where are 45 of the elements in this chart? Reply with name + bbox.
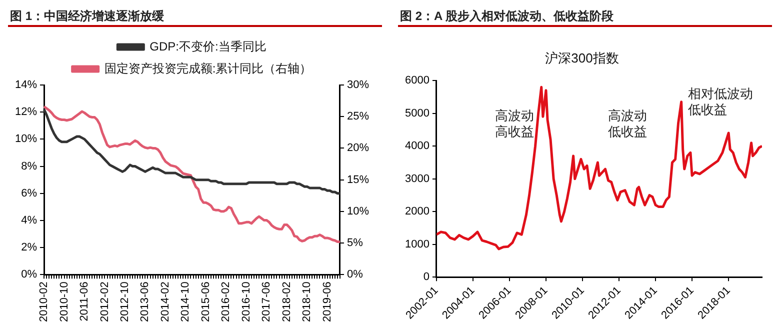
legend-label: GDP:不变价:当季同比 (150, 39, 266, 54)
annotation: 高波动低收益 (608, 108, 648, 140)
y-tick-label: 6000 (404, 74, 430, 87)
annotation: 高波动高收益 (495, 108, 535, 140)
chart-title: 图 1：中国经济增速逐渐放缓 (8, 0, 382, 27)
y2-tick-label: 0% (346, 268, 364, 281)
y-tick-label: 0% (21, 268, 38, 281)
x-tick-label: 2012-10 (118, 282, 131, 322)
y-tick-label: 12% (14, 106, 38, 118)
x-tick-label: 2014-10 (180, 282, 192, 322)
y-tick-label: 4% (21, 214, 38, 226)
y-tick-label: 2% (21, 242, 38, 254)
annotation: 相对低波动低收益 (688, 86, 754, 118)
x-tick-label: 2010-10 (58, 282, 70, 322)
x-tick-label: 2010-02 (38, 282, 50, 322)
y-tick-label: 5000 (404, 107, 430, 120)
y-tick-label: 10% (14, 133, 38, 146)
y-tick-label: 0 (423, 271, 430, 284)
x-tick-label: 2012-02 (98, 282, 111, 322)
x-tick-label: 2015-06 (200, 282, 212, 322)
chart-subtitle: 沪深300指数 (545, 50, 619, 66)
x-tick-label: 2019-06 (321, 282, 334, 322)
y2-tick-label: 10% (346, 205, 370, 218)
x-tick-label: 2014-02 (159, 282, 172, 322)
x-tick-label: 2016-10 (240, 282, 252, 322)
y-tick-label: 14% (14, 79, 38, 92)
y2-tick-label: 5% (346, 237, 364, 250)
x-tick-label: 2017-06 (260, 282, 273, 322)
chart-title: 图 2：A 股步入相对低波动、低收益阶段 (398, 0, 772, 27)
legend-label: 固定资产投资完成额:累计同比（右轴） (104, 61, 312, 76)
y2-tick-label: 20% (346, 142, 370, 154)
y2-tick-label: 15% (346, 174, 370, 186)
y-tick-label: 6% (21, 187, 38, 200)
x-tick-label: 2018-02 (280, 282, 293, 322)
y-tick-label: 2000 (404, 206, 430, 218)
y-tick-label: 1000 (404, 238, 430, 250)
y2-tick-label: 30% (346, 79, 370, 92)
y-tick-label: 3000 (404, 172, 430, 185)
y-tick-label: 8% (21, 160, 38, 172)
x-tick-label: 2018-10 (301, 282, 314, 322)
x-tick-label: 2011-06 (78, 282, 91, 322)
y2-tick-label: 25% (346, 110, 370, 123)
x-tick-label: 2016-02 (220, 282, 232, 322)
x-tick-label: 2013-06 (139, 282, 152, 322)
y-tick-label: 4000 (404, 140, 430, 152)
